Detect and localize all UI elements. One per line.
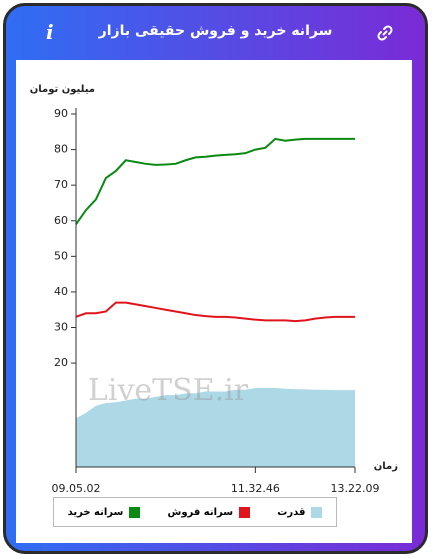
y-tick-label: 70 — [54, 178, 68, 191]
watermark: LiveTSE.ir — [88, 373, 249, 408]
legend-swatch — [129, 506, 141, 518]
legend-label: سرانه فروش — [167, 506, 234, 518]
legend: سرانه خرید سرانه فروش قدرت — [53, 497, 337, 527]
line — [75, 301, 355, 323]
info-button[interactable]: i — [46, 20, 54, 44]
y-tick-label: 90 — [54, 107, 68, 120]
x-tick-label: 13.22.09 — [331, 482, 380, 495]
y-tick-label: 80 — [54, 143, 68, 156]
y-tick-label: 60 — [54, 214, 68, 227]
legend-label: سرانه خرید — [67, 506, 124, 518]
x-tick-label: 11.32.46 — [231, 482, 280, 495]
x-axis-label: زمان — [374, 461, 398, 472]
y-axis-label: میلیون تومان — [30, 84, 95, 95]
link-icon[interactable] — [376, 24, 394, 42]
x-tick-label: 09.05.02 — [52, 482, 101, 495]
legend-item[interactable]: قدرت — [277, 506, 323, 518]
y-tick-label: 20 — [54, 356, 68, 369]
header: i سرانه خرید و فروش حقیقی بازار — [6, 6, 425, 60]
legend-swatch — [239, 506, 251, 518]
y-tick-label: 30 — [54, 321, 68, 334]
y-tick-label: 40 — [54, 285, 68, 298]
legend-label: قدرت — [277, 506, 306, 518]
area — [76, 388, 355, 467]
y-tick-label: 50 — [54, 249, 68, 262]
card-title: سرانه خرید و فروش حقیقی بازار — [98, 23, 333, 39]
legend-item[interactable]: سرانه خرید — [67, 506, 141, 518]
line — [75, 137, 355, 225]
legend-item[interactable]: سرانه فروش — [167, 506, 251, 518]
legend-swatch — [311, 506, 323, 518]
